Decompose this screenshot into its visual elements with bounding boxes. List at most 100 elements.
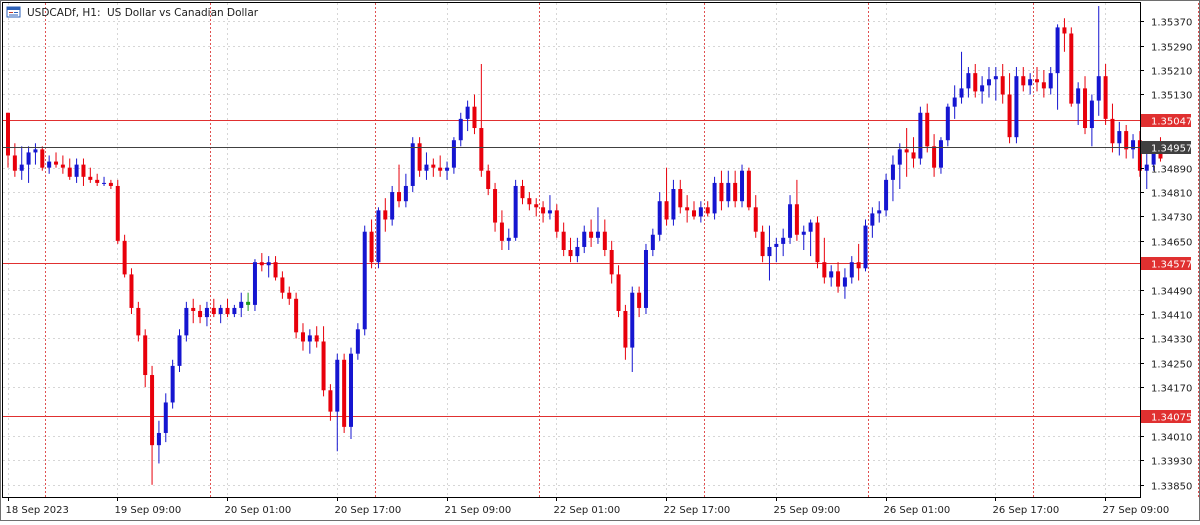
candle-body xyxy=(527,198,531,204)
candle-body xyxy=(603,232,607,250)
candle-body xyxy=(870,213,874,225)
x-tick-label: 21 Sep 09:00 xyxy=(445,505,512,516)
candle-body xyxy=(349,354,353,427)
candle-body xyxy=(521,186,525,198)
price-tag-label: 1.35047 xyxy=(1151,117,1192,128)
candle xyxy=(171,360,175,409)
candle-body xyxy=(150,375,154,445)
candle xyxy=(363,226,367,336)
candle-body xyxy=(836,271,840,286)
candle-body xyxy=(212,308,216,314)
candle-body xyxy=(569,250,573,256)
candle-body xyxy=(767,247,771,256)
x-tick-label: 18 Sep 2023 xyxy=(6,505,69,516)
candle xyxy=(129,268,133,314)
candle-body xyxy=(219,308,223,314)
candle-body xyxy=(370,232,374,262)
x-tick-label: 19 Sep 09:00 xyxy=(115,505,182,516)
candle-body xyxy=(1097,76,1101,100)
candle-body xyxy=(1076,88,1080,103)
candle-body xyxy=(13,155,17,170)
x-tick-label: 22 Sep 01:00 xyxy=(554,505,621,516)
candle-body xyxy=(918,113,922,159)
candle-body xyxy=(514,186,518,238)
x-tick-label: 22 Sep 17:00 xyxy=(664,505,731,516)
candle-body xyxy=(363,232,367,330)
candle-body xyxy=(397,192,401,201)
candle-body xyxy=(1145,165,1149,171)
candle-body xyxy=(1042,82,1046,88)
y-tick-label: 1.34890 xyxy=(1151,165,1192,176)
candle-body xyxy=(438,168,442,171)
candle xyxy=(864,220,868,272)
candle-body xyxy=(40,149,44,167)
candle-body xyxy=(925,113,929,147)
y-tick-label: 1.35290 xyxy=(1151,43,1192,54)
candle-body xyxy=(843,277,847,286)
candle-body xyxy=(466,107,470,119)
candle-body xyxy=(123,241,127,275)
candle-body xyxy=(246,302,250,305)
candle-body xyxy=(747,171,751,208)
candle-body xyxy=(54,162,58,165)
candle-body xyxy=(452,140,456,167)
candle-body xyxy=(404,186,408,201)
candle-body xyxy=(617,274,621,311)
candle-body xyxy=(205,308,209,317)
x-tick-label: 20 Sep 17:00 xyxy=(335,505,402,516)
candle-body xyxy=(143,335,147,375)
candle-body xyxy=(994,76,998,79)
candle-body xyxy=(706,207,710,213)
candle-body xyxy=(1021,76,1025,85)
candle-body xyxy=(781,238,785,244)
candle-body xyxy=(1069,33,1073,103)
candle xyxy=(747,168,751,211)
candle-body xyxy=(61,165,65,168)
candle-body xyxy=(946,107,950,141)
candle xyxy=(294,293,298,339)
y-tick-label: 1.35210 xyxy=(1151,67,1192,78)
candle-body xyxy=(383,210,387,219)
y-tick-label: 1.34410 xyxy=(1151,311,1192,322)
candle-body xyxy=(171,366,175,403)
candle-body xyxy=(239,302,243,308)
candle xyxy=(514,180,518,241)
candle-body xyxy=(486,171,490,189)
candle-body xyxy=(623,311,627,348)
candle-body xyxy=(47,162,51,168)
candle-body xyxy=(534,204,538,207)
candle-body xyxy=(829,271,833,277)
candle xyxy=(713,177,717,220)
candle-body xyxy=(555,210,559,231)
candle-body xyxy=(116,186,120,241)
candle-body xyxy=(960,88,964,97)
candle-body xyxy=(692,210,696,216)
candle-body xyxy=(1035,79,1039,82)
price-tag: 1.34577 xyxy=(1141,257,1192,271)
price-tag: 1.34075 xyxy=(1141,410,1192,424)
candle xyxy=(918,107,922,165)
candle-body xyxy=(939,140,943,167)
candle-body xyxy=(1104,76,1108,119)
candle-body xyxy=(1110,119,1114,143)
candle-body xyxy=(884,180,888,210)
candle-body xyxy=(630,293,634,348)
candle-body xyxy=(953,98,957,107)
candle-body xyxy=(226,308,230,314)
price-tag: 1.35047 xyxy=(1141,114,1192,128)
candle-body xyxy=(637,293,641,308)
x-tick-label: 26 Sep 17:00 xyxy=(993,505,1060,516)
chart-symbol-label: USDCADf, H1: xyxy=(27,7,101,19)
candle-body xyxy=(88,177,92,180)
candle-body xyxy=(68,168,72,177)
candle-body xyxy=(809,223,813,232)
x-tick-label: 26 Sep 01:00 xyxy=(884,505,951,516)
candle-body xyxy=(493,189,497,223)
candle-body xyxy=(27,152,31,164)
candle-body xyxy=(178,335,182,365)
candle-body xyxy=(33,149,37,152)
y-tick-label: 1.35370 xyxy=(1151,18,1192,29)
